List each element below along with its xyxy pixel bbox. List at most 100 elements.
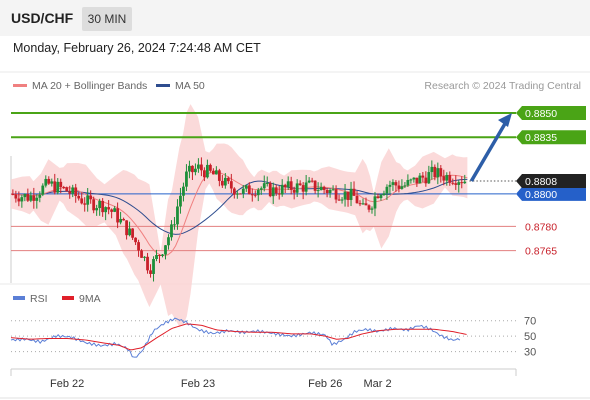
candle-body [283, 184, 287, 188]
candle-body [179, 195, 182, 207]
candle-body [421, 175, 425, 178]
candle-body [125, 220, 128, 236]
ma50-label: MA 50 [175, 80, 205, 92]
candle-body [122, 218, 125, 221]
candle-body [164, 245, 167, 255]
candle-body [454, 183, 458, 185]
candle-body [116, 208, 120, 223]
candle-body [322, 186, 326, 190]
candle-body [277, 193, 281, 195]
candle-body [298, 183, 302, 186]
candle-body [71, 187, 75, 194]
candle-body [11, 193, 15, 195]
candle-body [80, 198, 84, 204]
candle-body [418, 175, 422, 184]
candle-body [53, 181, 57, 193]
candle-body [38, 194, 42, 198]
ma20-line [10, 171, 468, 257]
candle-body [143, 256, 146, 258]
candle-body [328, 189, 332, 193]
time-tick-mar-2: Mar 2 [364, 378, 392, 390]
candle-body [47, 178, 51, 184]
candle-body [29, 195, 33, 201]
candle-body [451, 182, 455, 184]
candle-body [430, 166, 434, 173]
candle-body [146, 256, 149, 271]
level-label-0.8835: 0.8835 [525, 132, 557, 144]
candle-body [274, 187, 278, 194]
candle-body [397, 185, 401, 189]
ma20-swatch [13, 83, 27, 87]
candle-body [107, 207, 111, 210]
rsi-tick-30: 30 [524, 347, 536, 359]
level-tag-0.8835 [516, 130, 586, 145]
legend-ma20: MA 20 + Bollinger Bands [13, 80, 147, 92]
candle-body [50, 181, 54, 184]
candle-body [167, 237, 170, 246]
candle-body [370, 208, 374, 210]
candle-body [319, 186, 323, 191]
candle-body [92, 199, 96, 211]
candle-body [406, 179, 410, 186]
candle-body [137, 242, 140, 251]
candle-body [436, 168, 440, 178]
level-label-0.8850: 0.8850 [525, 108, 557, 120]
timestamp: Monday, February 26, 2024 7:24:48 AM CET [13, 41, 261, 55]
forecast-arrow-head [498, 112, 512, 127]
candle-body [176, 206, 179, 225]
candle-body [310, 180, 314, 182]
legend-9ma: 9MA [62, 293, 101, 305]
legend-ma50: MA 50 [156, 80, 205, 92]
candle-body [95, 208, 99, 211]
candle-body [223, 177, 227, 186]
rsi-tick-70: 70 [524, 316, 536, 328]
candle-body [313, 180, 317, 191]
candle-body [460, 182, 464, 184]
candle-body [202, 170, 206, 178]
candle-body [439, 168, 443, 177]
candle-body [247, 185, 251, 195]
candle-body [253, 194, 257, 196]
level-tag-0.8800 [516, 186, 586, 201]
candle-body [337, 199, 341, 201]
candle-body [110, 209, 114, 212]
level-tag-0.8850 [516, 105, 586, 120]
candle-body [238, 193, 242, 195]
candle-body [457, 182, 461, 185]
candle-body [265, 182, 269, 184]
candle-body [286, 181, 290, 188]
candle-body [463, 181, 467, 184]
candle-body [220, 180, 224, 186]
candle-body [194, 168, 197, 173]
candle-body [149, 270, 152, 274]
candle-body [208, 164, 212, 171]
candle-body [134, 237, 137, 243]
candle-body [44, 178, 48, 186]
candle-body [445, 175, 449, 181]
candle-body [388, 184, 392, 187]
candle-body [98, 200, 102, 209]
candle-body [83, 203, 87, 205]
candle-body [262, 183, 266, 189]
candles-group [11, 157, 467, 282]
candle-body [155, 255, 158, 260]
timeframe-badge[interactable]: 30 MIN [82, 7, 132, 31]
rsi-swatch [13, 296, 25, 301]
candle-body [331, 189, 335, 191]
candle-body [214, 170, 218, 175]
legend-rsi: RSI [13, 293, 48, 305]
ma9-swatch [62, 296, 74, 301]
time-tick-feb-23: Feb 23 [181, 378, 215, 390]
candle-body [364, 203, 368, 206]
candle-body [32, 195, 36, 201]
candle-body [412, 177, 416, 180]
candle-body [334, 189, 338, 200]
candle-body [391, 182, 395, 185]
candle-body [367, 205, 371, 210]
candle-body [244, 185, 248, 189]
candle-body [379, 195, 383, 199]
candle-body [394, 182, 398, 186]
candle-body [200, 164, 203, 171]
rsi-series-9ma [10, 323, 467, 351]
candle-body [409, 179, 413, 181]
